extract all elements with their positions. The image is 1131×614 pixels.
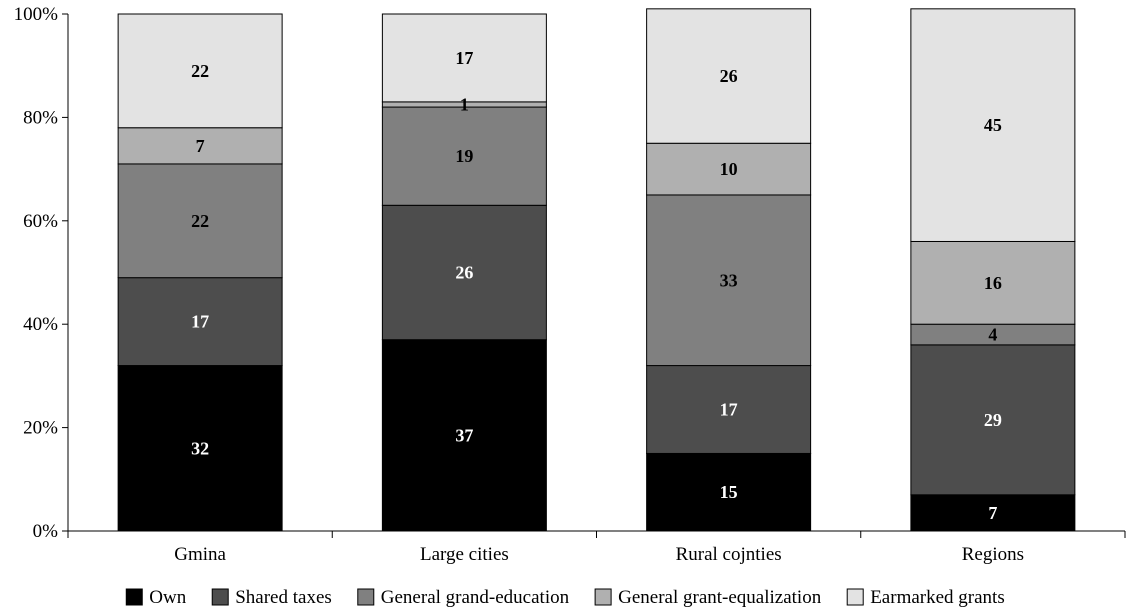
data-label: 1 bbox=[460, 94, 469, 114]
legend-label: Own bbox=[149, 587, 186, 608]
bar-segment bbox=[117, 277, 283, 367]
bar-segment bbox=[646, 365, 812, 454]
bars-layer bbox=[117, 8, 1076, 532]
bar-segment bbox=[646, 8, 812, 144]
legend-label: General grant-equalization bbox=[618, 587, 822, 608]
data-label: 17 bbox=[455, 48, 473, 68]
bar-segment bbox=[910, 240, 1076, 325]
bar-segment bbox=[910, 344, 1076, 496]
bar-segment bbox=[381, 339, 547, 532]
data-label: 7 bbox=[196, 136, 205, 156]
legend-swatch bbox=[357, 588, 375, 606]
x-category-label: Gmina bbox=[174, 544, 226, 565]
legend-label: General grand-education bbox=[381, 587, 570, 608]
y-tick-label: 60% bbox=[23, 211, 58, 232]
bar-segment bbox=[381, 106, 547, 206]
x-category-label: Rural cojnties bbox=[676, 544, 782, 565]
data-label: 26 bbox=[720, 66, 738, 86]
y-tick-label: 20% bbox=[23, 418, 58, 439]
y-tick-label: 0% bbox=[33, 521, 59, 542]
bar-segment bbox=[381, 13, 547, 103]
bar-segment bbox=[910, 494, 1076, 532]
data-label: 17 bbox=[720, 400, 738, 420]
legend-swatch bbox=[594, 588, 612, 606]
data-label: 4 bbox=[988, 325, 997, 345]
bar-segment bbox=[117, 365, 283, 532]
data-label: 17 bbox=[191, 312, 209, 332]
legend-label: Shared taxes bbox=[235, 587, 332, 608]
data-label: 29 bbox=[984, 410, 1002, 430]
legend-swatch bbox=[211, 588, 229, 606]
x-category-label: Regions bbox=[962, 544, 1024, 565]
data-label: 45 bbox=[984, 115, 1002, 135]
data-label: 22 bbox=[191, 61, 209, 81]
data-label: 37 bbox=[455, 425, 473, 445]
bar-segment bbox=[381, 204, 547, 341]
bar-segment bbox=[117, 127, 283, 165]
bar-segment bbox=[646, 142, 812, 196]
x-category-label: Large cities bbox=[420, 544, 509, 565]
data-label: 19 bbox=[455, 146, 473, 166]
y-tick-label: 80% bbox=[23, 107, 58, 128]
data-label: 15 bbox=[720, 482, 738, 502]
bar-segment bbox=[117, 13, 283, 129]
bar-segment bbox=[646, 194, 812, 367]
data-label: 22 bbox=[191, 211, 209, 231]
data-label: 32 bbox=[191, 438, 209, 458]
legend-label: Earmarked grants bbox=[870, 587, 1005, 608]
legend-swatch bbox=[846, 588, 864, 606]
data-labels-layer: 32 17 22 7 22 37 26 19 1 17 15 17 33 10 26 7 29 4 16 45 bbox=[191, 48, 1002, 523]
bar-segment bbox=[910, 8, 1076, 242]
data-label: 33 bbox=[720, 270, 738, 290]
data-label: 26 bbox=[455, 263, 473, 283]
data-label: 10 bbox=[720, 159, 738, 179]
legend: Own Shared taxes General grand-education Ge… bbox=[125, 587, 1005, 608]
legend-swatch bbox=[125, 588, 143, 606]
y-tick-label: 40% bbox=[23, 314, 58, 335]
data-label: 16 bbox=[984, 273, 1002, 293]
data-label: 7 bbox=[988, 503, 997, 523]
axes-layer: 0% 20% 40% 60% 80% 100% Gmina Large cities Rural… bbox=[14, 4, 1126, 565]
y-tick-label: 100% bbox=[14, 4, 59, 25]
